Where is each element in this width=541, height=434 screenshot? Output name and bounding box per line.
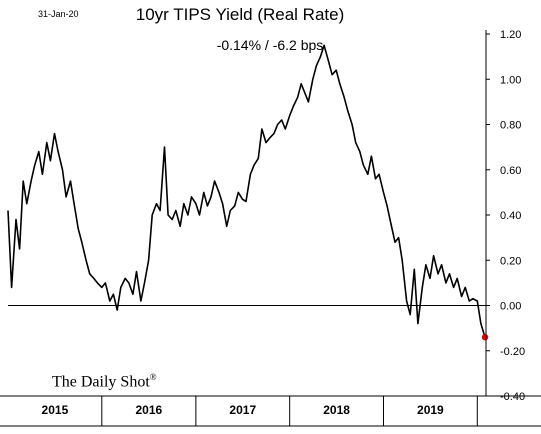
axes: -0.40 -0.20 0.00 0.20 0.40 0.60 0.80 1.00 1.20 20… bbox=[0, 29, 541, 427]
y-tick-label: -0.20 bbox=[500, 346, 525, 358]
series-line bbox=[7, 44, 486, 338]
y-tick-label: -0.40 bbox=[500, 391, 525, 403]
y-tick-label: 0.40 bbox=[500, 210, 521, 222]
date-stamp: 31-Jan-20 bbox=[38, 9, 79, 19]
y-tick-label: 1.00 bbox=[500, 74, 521, 86]
latest-value-marker bbox=[481, 333, 489, 341]
y-tick-label: 0.80 bbox=[500, 120, 521, 132]
plot-area bbox=[7, 44, 489, 341]
chart-subtitle: -0.14% / -6.2 bps bbox=[216, 37, 324, 53]
x-category-label: 2016 bbox=[135, 403, 162, 417]
x-category-label: 2018 bbox=[323, 403, 350, 417]
y-tick-label: 1.20 bbox=[500, 29, 521, 41]
x-category-label: 2017 bbox=[229, 403, 256, 417]
y-tick-label: 0.60 bbox=[500, 165, 521, 177]
brand-logo: The Daily Shot® bbox=[52, 372, 157, 391]
brand-name: The Daily Shot bbox=[52, 373, 150, 391]
x-category-label: 2019 bbox=[417, 403, 444, 417]
brand-mark: ® bbox=[149, 372, 157, 382]
x-category-label: 2015 bbox=[42, 403, 69, 417]
y-tick-label: 0.00 bbox=[500, 301, 521, 313]
chart-title: 10yr TIPS Yield (Real Rate) bbox=[135, 5, 345, 24]
y-tick-label: 0.20 bbox=[500, 255, 521, 267]
